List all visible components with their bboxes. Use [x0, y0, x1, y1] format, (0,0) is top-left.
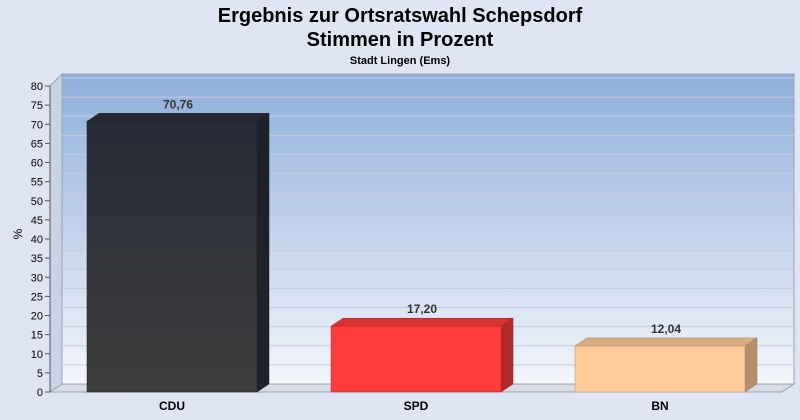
- chart-title-line2: Stimmen in Prozent: [307, 29, 494, 51]
- y-tick-label: 40: [31, 234, 43, 246]
- y-tick-label: 75: [31, 100, 43, 112]
- bar-front: [330, 325, 502, 393]
- bar-cdu: 70,76: [86, 97, 270, 393]
- y-tick-label: 80: [31, 81, 43, 93]
- y-tick-label: 35: [31, 253, 43, 265]
- bar-front: [86, 121, 258, 393]
- bar-front: [574, 345, 746, 393]
- bar-top: [86, 113, 270, 122]
- y-tick-label: 45: [31, 215, 43, 227]
- y-tick-label: 65: [31, 138, 43, 150]
- y-tick-label: 0: [37, 387, 43, 399]
- plot-side-wall: [49, 72, 63, 393]
- y-axis: 0 5 10 15 20 25 30 35 40 45 50 55 60 65 70 75 80: [31, 81, 50, 399]
- bar-spd: 17,20: [330, 302, 514, 393]
- y-tick-label: 25: [31, 291, 43, 303]
- y-tick-label: 5: [37, 368, 43, 380]
- bar-side: [500, 317, 514, 393]
- y-axis-label: %: [11, 228, 25, 239]
- y-tick-label: 60: [31, 158, 43, 170]
- y-tick-label: 50: [31, 196, 43, 208]
- chart-title: Ergebnis zur Ortsratswahl Schepsdorf: [218, 5, 583, 27]
- y-tick-label: 20: [31, 311, 43, 323]
- data-label: 70,76: [163, 97, 193, 111]
- y-tick-label: 10: [31, 349, 43, 361]
- y-tick-label: 55: [31, 177, 43, 189]
- chart-subtitle: Stadt Lingen (Ems): [350, 55, 451, 67]
- data-label: 12,04: [651, 322, 681, 336]
- x-tick-label: SPD: [404, 399, 429, 413]
- y-tick-label: 70: [31, 119, 43, 131]
- bar-side: [744, 337, 758, 393]
- x-tick-label: CDU: [159, 399, 185, 413]
- bars: 70,76 17,20 12,04: [86, 97, 758, 393]
- y-tick-label: 30: [31, 272, 43, 284]
- bar-top: [330, 317, 514, 327]
- bar-bn: 12,04: [574, 322, 758, 393]
- x-tick-label: BN: [651, 399, 668, 413]
- y-tick-label: 15: [31, 330, 43, 342]
- data-label: 17,20: [407, 302, 437, 316]
- x-axis: CDU SPD BN: [159, 399, 669, 413]
- bar-top: [574, 337, 758, 347]
- bar-side: [256, 112, 270, 393]
